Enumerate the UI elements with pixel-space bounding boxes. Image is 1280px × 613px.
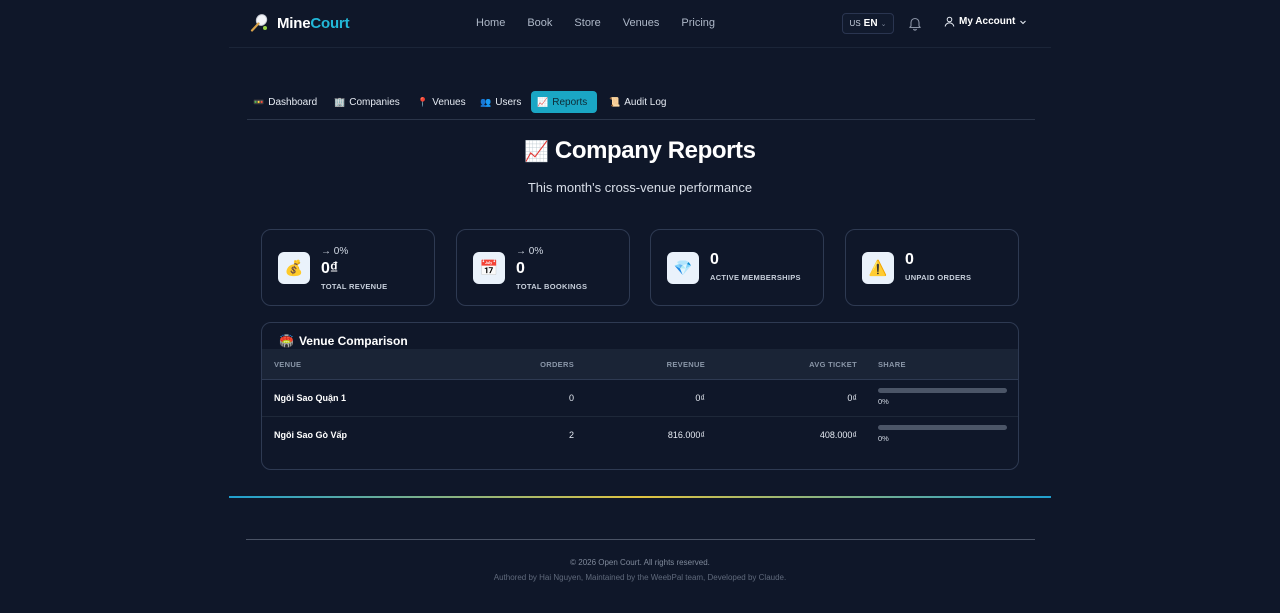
money-bag-icon: 💰 [278, 252, 310, 284]
footer-copyright: © 2026 Open Court. All rights reserved. [570, 558, 710, 567]
users-icon: 👥 [480, 96, 492, 107]
tab-reports[interactable]: 📈 Reports [531, 91, 597, 113]
col-share: SHARE [878, 360, 906, 369]
table-row: Ngôi Sao Quận 1 0 0₫ 0₫ 0% [262, 380, 1018, 417]
user-icon [944, 16, 955, 27]
chart-icon: 📈 [524, 141, 549, 163]
stat-label: TOTAL REVENUE [321, 282, 388, 291]
footer-credit: Authored by Hai Nguyen, Maintained by th… [493, 573, 787, 582]
stat-card-total-bookings: 📅 → 0% 0 TOTAL BOOKINGS [456, 229, 630, 306]
tab-audit-log[interactable]: 📜 Audit Log [603, 91, 672, 113]
brand-logo-link[interactable]: MineCourt [249, 13, 350, 33]
tab-venues[interactable]: 📍 Venues [411, 91, 472, 113]
tab-users[interactable]: 👥 Users [474, 91, 527, 113]
venue-name: Ngôi Sao Gò Vấp [274, 430, 348, 440]
page-title-text: Company Reports [554, 137, 756, 164]
panel-title-text: Venue Comparison [298, 334, 408, 348]
nav-pricing[interactable]: Pricing [681, 17, 716, 29]
share-percent: 0% [878, 397, 889, 406]
avg-ticket-cell: 0₫ [847, 393, 857, 403]
tab-label: Venues [432, 96, 466, 108]
building-icon: 🏢 [334, 96, 346, 107]
nav-venues[interactable]: Venues [622, 17, 660, 29]
nav-home[interactable]: Home [476, 17, 506, 29]
venue-comparison-panel: 🏟️ Venue Comparison VENUE ORDERS REVENUE… [261, 322, 1019, 470]
revenue-cell: 0₫ [695, 393, 705, 403]
diamond-icon: 💎 [667, 252, 699, 284]
warning-icon: ⚠️ [862, 252, 894, 284]
col-venue: VENUE [274, 360, 302, 369]
tab-dashboard[interactable]: 🚥 Dashboard [247, 91, 323, 113]
footer-divider [246, 539, 1035, 540]
calendar-icon: 📅 [473, 252, 505, 284]
share-bar [878, 388, 1007, 393]
share-bar [878, 425, 1007, 430]
tab-label: Audit Log [624, 96, 667, 108]
language-code: EN [863, 18, 878, 29]
stat-card-active-memberships: 💎 0 ACTIVE MEMBERSHIPS [650, 229, 824, 306]
chevron-down-icon [1019, 18, 1027, 26]
stat-value: 0 [905, 251, 914, 268]
orders-cell: 0 [568, 393, 574, 403]
tab-label: Dashboard [268, 96, 318, 108]
col-revenue: REVENUE [666, 360, 705, 369]
account-label: My Account [959, 16, 1016, 27]
main-nav: Home Book Store Venues Pricing [476, 17, 737, 29]
pin-icon: 📍 [417, 96, 429, 107]
col-avg-ticket: AVG TICKET [809, 360, 857, 369]
stat-value: 0₫ [321, 260, 339, 277]
admin-tabs: 🚥 Dashboard 🏢 Companies 📍 Venues 👥 Users… [247, 91, 1035, 120]
stat-label: UNPAID ORDERS [905, 273, 972, 282]
page-subtitle: This month's cross-venue performance [527, 180, 753, 195]
table-row: Ngôi Sao Gò Vấp 2 816.000₫ 408.000₫ 0% [262, 417, 1018, 454]
gradient-divider [229, 496, 1051, 498]
account-menu[interactable]: My Account [944, 16, 1027, 27]
tab-companies[interactable]: 🏢 Companies [328, 91, 406, 113]
revenue-cell: 816.000₫ [667, 430, 705, 440]
brand-name: MineCourt [277, 14, 350, 32]
chart-icon: 📈 [537, 96, 549, 107]
col-orders: ORDERS [540, 360, 574, 369]
top-navbar: MineCourt Home Book Store Venues Pricing… [229, 0, 1051, 48]
table-header: VENUE ORDERS REVENUE AVG TICKET SHARE [262, 349, 1018, 380]
chevron-down-icon: ⌄ [880, 20, 887, 28]
orders-cell: 2 [568, 430, 574, 440]
panel-title: 🏟️ Venue Comparison [279, 334, 408, 348]
stat-label: ACTIVE MEMBERSHIPS [710, 273, 801, 282]
bell-icon[interactable] [908, 16, 922, 31]
stat-value: 0 [516, 260, 525, 277]
stat-card-total-revenue: 💰 → 0% 0₫ TOTAL REVENUE [261, 229, 435, 306]
stat-value: 0 [710, 251, 719, 268]
stadium-icon: 🏟️ [279, 334, 294, 348]
stat-trend: → 0% [321, 246, 349, 257]
scroll-icon: 📜 [609, 96, 621, 107]
venue-name: Ngôi Sao Quận 1 [274, 393, 347, 403]
dashboard-icon: 🚥 [253, 96, 265, 107]
page-title: 📈 Company Reports [0, 137, 1280, 165]
stat-card-unpaid-orders: ⚠️ 0 UNPAID ORDERS [845, 229, 1019, 306]
racket-icon [249, 13, 269, 33]
tab-label: Users [495, 96, 522, 108]
language-flag: US [849, 19, 861, 28]
language-selector[interactable]: US EN ⌄ [842, 13, 894, 34]
stat-label: TOTAL BOOKINGS [516, 282, 588, 291]
avg-ticket-cell: 408.000₫ [819, 430, 857, 440]
stat-trend: → 0% [516, 246, 544, 257]
tab-label: Companies [349, 96, 400, 108]
tab-label: Reports [552, 96, 588, 108]
nav-book[interactable]: Book [527, 17, 553, 29]
share-percent: 0% [878, 434, 889, 443]
nav-store[interactable]: Store [574, 17, 601, 29]
